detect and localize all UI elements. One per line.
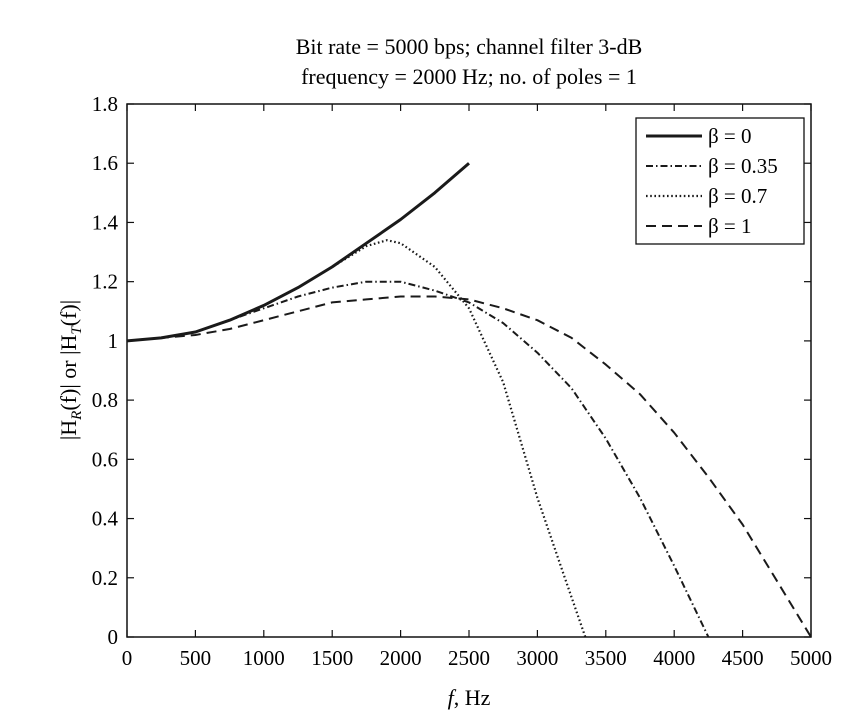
y-tick-label: 0.8 bbox=[92, 388, 118, 412]
series-line-0 bbox=[126, 162, 470, 343]
legend-label: β = 0.35 bbox=[708, 154, 778, 178]
x-tick-label: 1500 bbox=[311, 646, 353, 670]
x-tick-label: 4500 bbox=[722, 646, 764, 670]
x-tick-label: 500 bbox=[180, 646, 212, 670]
x-tick-label: 5000 bbox=[790, 646, 832, 670]
x-tick-label: 0 bbox=[122, 646, 133, 670]
legend-box bbox=[635, 117, 805, 245]
y-axis-ticks: 0 0.2 0.4 0.6 0.8 1 1.2 1.4 1.6 1.8 bbox=[92, 92, 811, 649]
y-tick-label: 0 bbox=[108, 625, 119, 649]
x-tick-label: 3000 bbox=[516, 646, 558, 670]
x-tick-label: 3500 bbox=[585, 646, 627, 670]
legend: β = 0 β = 0.35 β = 0.7 β = 1 bbox=[635, 117, 805, 245]
y-tick-label: 1 bbox=[108, 329, 119, 353]
legend-label: β = 0 bbox=[708, 124, 752, 148]
x-tick-label: 2000 bbox=[380, 646, 422, 670]
y-tick-label: 0.4 bbox=[92, 507, 119, 531]
series-lines bbox=[126, 162, 812, 638]
y-tick-label: 1.8 bbox=[92, 92, 118, 116]
chart-title-line-2: frequency = 2000 Hz; no. of poles = 1 bbox=[301, 64, 637, 89]
y-tick-label: 1.2 bbox=[92, 270, 118, 294]
y-tick-label: 1.4 bbox=[92, 210, 119, 234]
legend-label: β = 1 bbox=[708, 214, 752, 238]
x-tick-label: 1000 bbox=[243, 646, 285, 670]
x-tick-label: 2500 bbox=[448, 646, 490, 670]
x-tick-label: 4000 bbox=[653, 646, 695, 670]
y-tick-label: 0.2 bbox=[92, 566, 118, 590]
x-axis-ticks: 0 500 1000 1500 2000 2500 3000 3500 4000 4500 5000 bbox=[122, 104, 832, 670]
chart-title-line-1: Bit rate = 5000 bps; channel filter 3-dB bbox=[296, 34, 643, 59]
y-axis-label: |HR(f)| or |HT(f)| bbox=[56, 300, 85, 440]
y-tick-label: 1.6 bbox=[92, 151, 118, 175]
y-tick-label: 0.6 bbox=[92, 447, 118, 471]
legend-label: β = 0.7 bbox=[708, 184, 767, 208]
x-axis-label: f, Hz bbox=[448, 685, 491, 710]
series-line-3 bbox=[126, 295, 812, 638]
series-line-2 bbox=[126, 239, 587, 638]
series-line-1 bbox=[126, 280, 710, 638]
